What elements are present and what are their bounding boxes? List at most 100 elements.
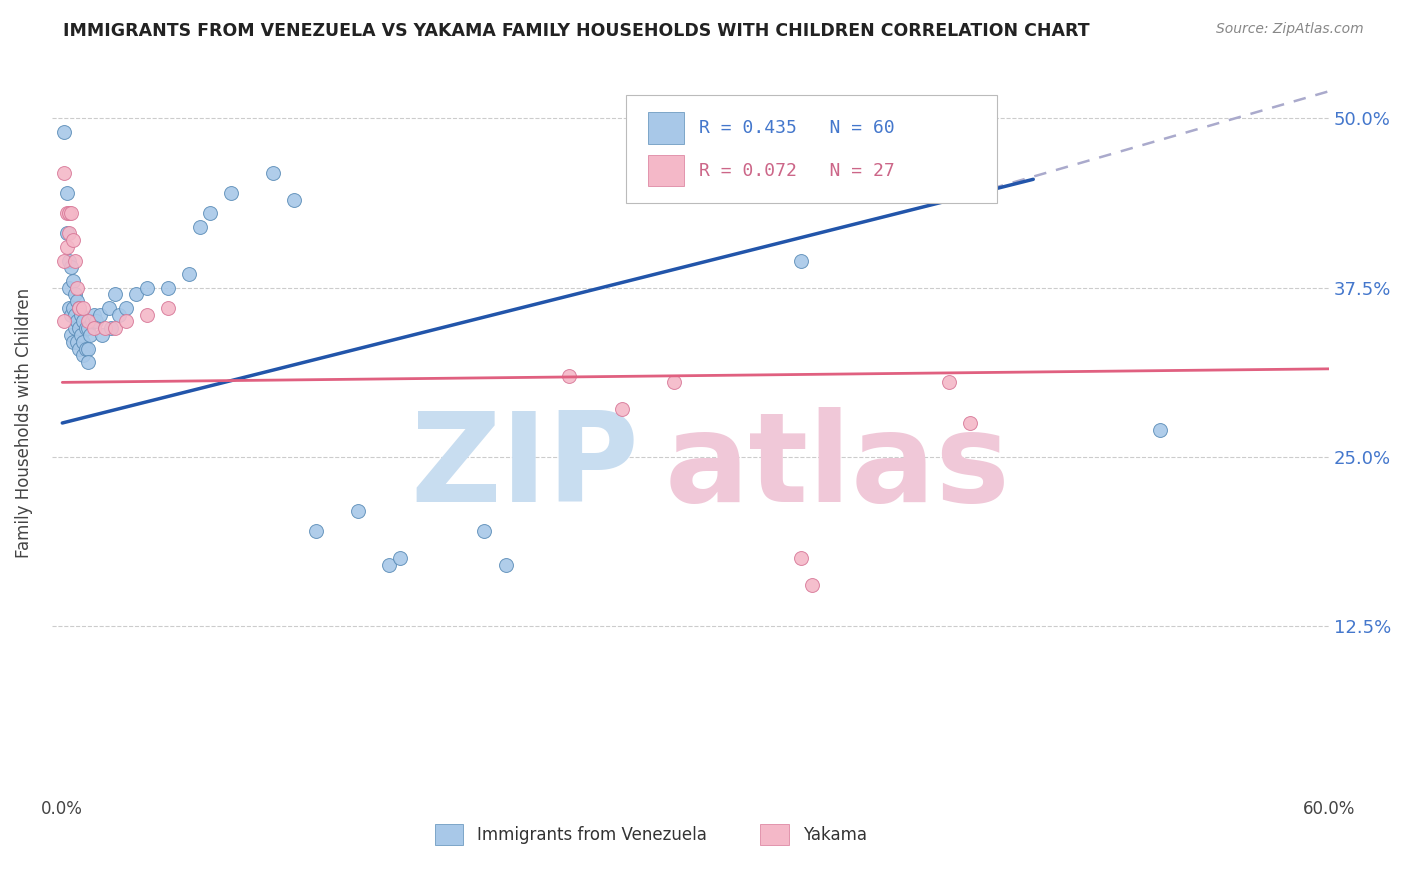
Point [67, 301, 90, 315]
Point [198, 206, 221, 220]
Text: ZIP: ZIP [411, 407, 640, 528]
Point [664, 376, 686, 390]
Point [76, 355, 98, 369]
Point [59, 328, 82, 343]
Point [58, 206, 80, 220]
Text: R = 0.072   N = 27: R = 0.072 N = 27 [699, 161, 896, 179]
Text: R = 0.435   N = 60: R = 0.435 N = 60 [699, 120, 896, 137]
Point [790, 253, 813, 268]
Point [108, 308, 131, 322]
Bar [648, 155, 683, 186]
Point [67, 342, 90, 356]
Point [346, 504, 368, 518]
Point [83, 321, 105, 335]
Point [378, 558, 401, 573]
Point [53, 314, 76, 328]
Point [59, 260, 82, 275]
Point [80, 314, 103, 328]
Point [89, 308, 111, 322]
Point [800, 578, 823, 592]
Point [219, 186, 242, 200]
Point [62, 301, 84, 315]
Point [66, 334, 89, 349]
Point [63, 287, 86, 301]
Text: Yakama: Yakama [803, 826, 866, 844]
FancyBboxPatch shape [627, 95, 997, 203]
Point [93, 321, 115, 335]
Point [72, 314, 94, 328]
Point [188, 219, 211, 234]
Point [59, 308, 82, 322]
Point [114, 301, 136, 315]
Point [53, 165, 76, 179]
Point [76, 342, 98, 356]
Point [104, 287, 127, 301]
Point [97, 301, 120, 315]
Point [53, 125, 76, 139]
Point [55, 206, 77, 220]
Point [67, 321, 90, 335]
Point [790, 551, 813, 566]
Point [58, 280, 80, 294]
Point [53, 253, 76, 268]
Point [62, 274, 84, 288]
Point [66, 280, 89, 294]
Point [63, 321, 86, 335]
Point [389, 551, 412, 566]
Point [125, 287, 148, 301]
Bar [434, 824, 463, 846]
Point [55, 227, 77, 241]
Point [610, 402, 633, 417]
Point [55, 240, 77, 254]
Point [177, 267, 200, 281]
Point [75, 321, 97, 335]
Point [66, 314, 89, 328]
Point [100, 321, 122, 335]
Point [114, 314, 136, 328]
Point [58, 301, 80, 315]
Point [495, 558, 517, 573]
Point [104, 321, 127, 335]
Point [135, 280, 157, 294]
Point [76, 321, 98, 335]
Point [79, 328, 101, 343]
Point [959, 416, 981, 430]
Point [72, 348, 94, 362]
Point [83, 308, 105, 322]
Point [58, 253, 80, 268]
Point [72, 334, 94, 349]
Point [262, 165, 284, 179]
Text: atlas: atlas [665, 407, 1011, 528]
Point [304, 524, 326, 539]
Point [91, 328, 114, 343]
Point [70, 308, 93, 322]
Point [67, 301, 90, 315]
Point [66, 294, 89, 309]
Point [156, 301, 179, 315]
Point [84, 314, 107, 328]
Text: Source: ZipAtlas.com: Source: ZipAtlas.com [1216, 22, 1364, 37]
Point [59, 206, 82, 220]
Bar [761, 824, 789, 846]
Point [76, 314, 98, 328]
Point [135, 308, 157, 322]
Y-axis label: Family Households with Children: Family Households with Children [15, 288, 32, 558]
Point [63, 308, 86, 322]
Point [62, 233, 84, 247]
Point [558, 368, 581, 383]
Text: Immigrants from Venezuela: Immigrants from Venezuela [477, 826, 707, 844]
Point [474, 524, 496, 539]
Point [58, 227, 80, 241]
Point [283, 193, 305, 207]
Point [156, 280, 179, 294]
Point [62, 334, 84, 349]
Point [55, 186, 77, 200]
Point [70, 328, 93, 343]
Bar [648, 112, 683, 144]
Point [1149, 423, 1171, 437]
Point [938, 376, 960, 390]
Point [63, 253, 86, 268]
Text: IMMIGRANTS FROM VENEZUELA VS YAKAMA FAMILY HOUSEHOLDS WITH CHILDREN CORRELATION : IMMIGRANTS FROM VENEZUELA VS YAKAMA FAMI… [63, 22, 1090, 40]
Point [72, 301, 94, 315]
Point [75, 342, 97, 356]
